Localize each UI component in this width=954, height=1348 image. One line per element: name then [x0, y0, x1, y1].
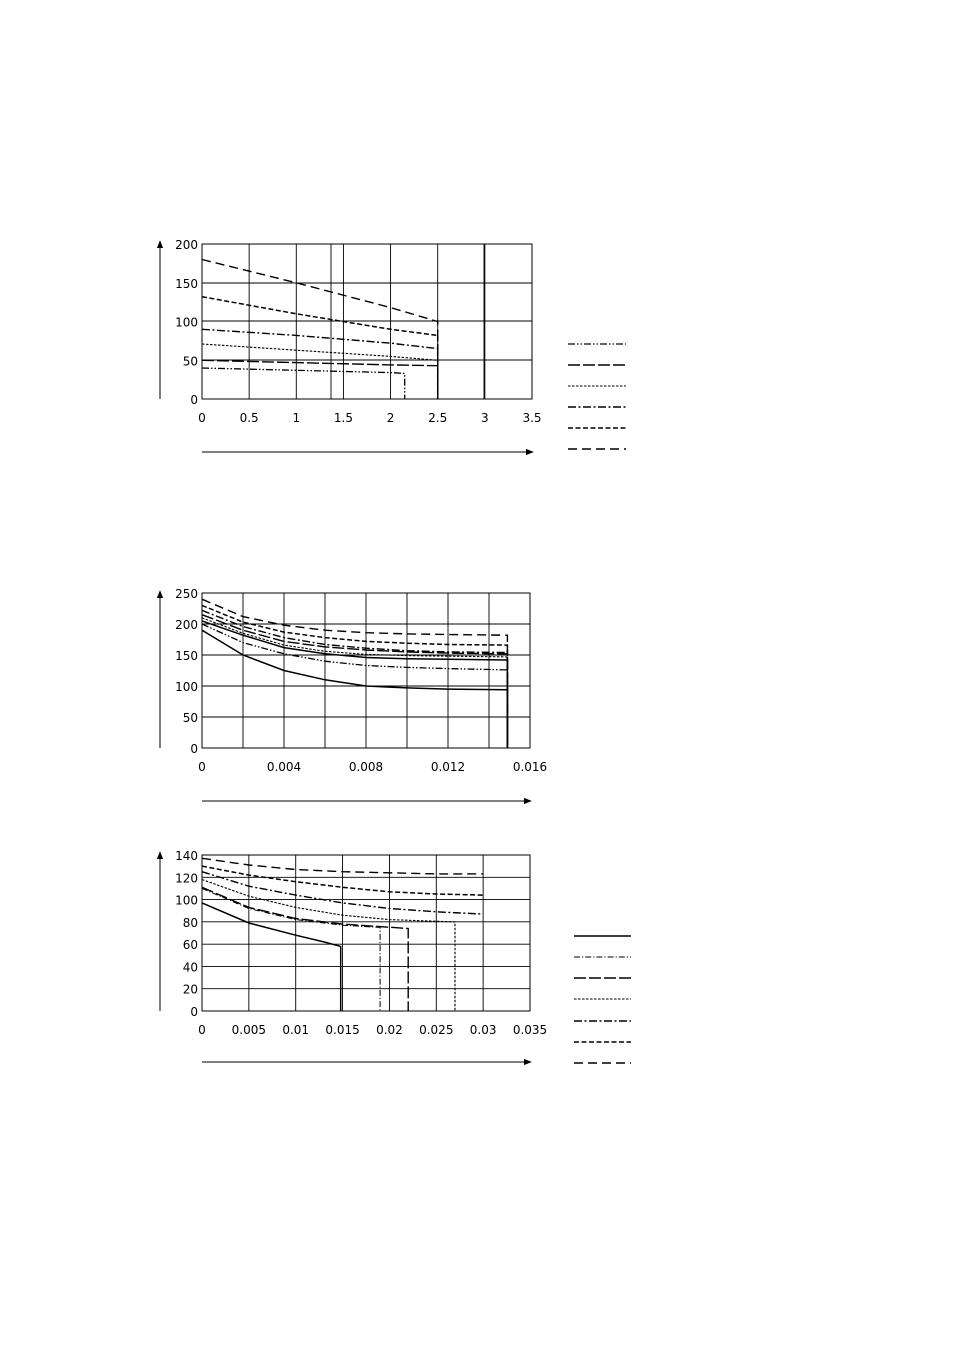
x-tick-label: 0.005 [232, 1023, 266, 1037]
x-tick-label: 0.012 [431, 760, 465, 774]
x-tick-label: 0.008 [349, 760, 383, 774]
y-tick-label: 50 [183, 711, 198, 725]
legend [568, 343, 626, 450]
grid [201, 592, 531, 749]
x-tick-label: 0.004 [267, 760, 301, 774]
series-line-2 [201, 359, 439, 399]
x-tick-label: 2.5 [428, 411, 447, 425]
series-line-5 [201, 614, 509, 748]
series-line-6 [201, 865, 484, 896]
series-line-3 [201, 886, 409, 1011]
chart-2: 0 0.004 0.008 0.012 0.016 0 50 100 150 200 250 [156, 587, 547, 805]
series-line-1 [201, 367, 406, 399]
x-tick-label: 0 [198, 760, 206, 774]
y-tick-label: 40 [183, 960, 198, 974]
y-tick-label: 60 [183, 938, 198, 952]
series-line-4 [201, 878, 456, 1011]
x-tick-label: 0.025 [419, 1023, 453, 1037]
x-tick-label: 2 [387, 411, 395, 425]
series-line-7 [201, 857, 484, 875]
grid [201, 243, 533, 400]
series-line-6 [201, 258, 439, 399]
x-tick-label: 3 [481, 411, 489, 425]
x-tick-label: 0 [198, 1023, 206, 1037]
x-tick-label: 1 [292, 411, 300, 425]
series-line-1 [201, 629, 509, 748]
x-tick-label: 0.035 [513, 1023, 547, 1037]
chart-3: 0 0.005 0.01 0.015 0.02 0.025 0.03 0.035 0 20 40 60… [156, 849, 631, 1066]
y-tick-label: 200 [175, 238, 198, 252]
series-line-5 [201, 295, 439, 399]
series-line-8 [201, 598, 509, 748]
plot-frame [201, 243, 533, 400]
x-tick-label: 3.5 [522, 411, 541, 425]
legend [574, 935, 631, 1064]
y-tick-label: 0 [190, 1005, 198, 1019]
y-tick-label: 50 [183, 354, 198, 368]
plot-frame [201, 854, 531, 1012]
series-line-6 [201, 609, 509, 748]
y-tick-label: 20 [183, 983, 198, 997]
y-tick-label: 250 [175, 587, 198, 601]
y-tick-label: 0 [190, 742, 198, 756]
chart-1: 0 0.5 1 1.5 2 2.5 3 3.5 0 50 100 150 200 [156, 238, 626, 456]
series-line-4 [201, 617, 508, 748]
series-line-7 [201, 604, 509, 748]
x-tick-label: 0.03 [470, 1023, 497, 1037]
grid [201, 854, 531, 1012]
y-tick-label: 150 [175, 277, 198, 291]
series-line-1 [201, 902, 342, 1011]
series-line-5 [201, 871, 484, 915]
y-tick-label: 120 [175, 871, 198, 885]
y-tick-label: 100 [175, 894, 198, 908]
plot-frame [201, 592, 531, 749]
y-tick-label: 100 [175, 316, 198, 330]
series-line-3 [201, 620, 509, 748]
y-tick-label: 150 [175, 649, 198, 663]
series-line-2 [201, 887, 381, 1011]
x-tick-label: 0.016 [513, 760, 547, 774]
y-tick-label: 100 [175, 680, 198, 694]
x-tick-label: 1.5 [334, 411, 353, 425]
series-line-2 [201, 623, 509, 748]
x-tick-label: 0.5 [240, 411, 259, 425]
y-tick-label: 80 [183, 916, 198, 930]
y-tick-label: 200 [175, 618, 198, 632]
y-tick-label: 0 [190, 393, 198, 407]
y-tick-label: 140 [175, 849, 198, 863]
x-tick-label: 0.015 [325, 1023, 359, 1037]
x-tick-label: 0.01 [282, 1023, 309, 1037]
x-tick-label: 0.02 [376, 1023, 403, 1037]
x-tick-label: 0 [198, 411, 206, 425]
series-line-4 [201, 328, 439, 399]
